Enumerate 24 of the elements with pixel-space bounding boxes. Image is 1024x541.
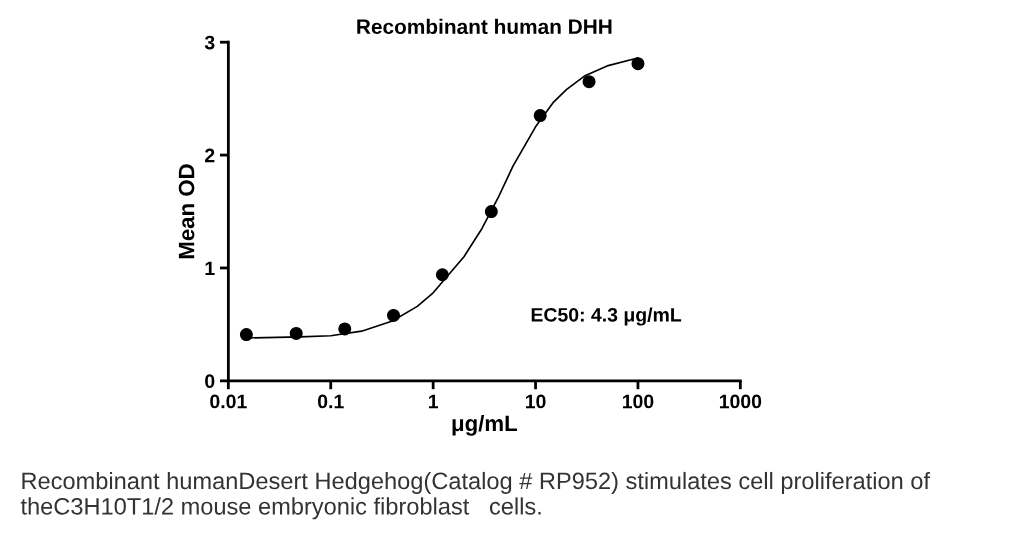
x-tick-label: 1000 [719,394,762,409]
y-tick-label: 3 [204,35,215,50]
point [484,205,498,219]
y-tick-label: 2 [205,148,215,163]
point [631,57,645,71]
point [338,322,352,336]
y-tick-label: 0 [205,374,215,389]
point [386,308,401,322]
x-tick-label: 100 [622,394,654,409]
y-tick-label: 1 [205,261,215,276]
x-tick-label: 0.1 [318,394,344,409]
text: Recombinant humanDesert Hedgehog(Catalog # RP952) stimulates cell proliferation of theC3H10T1/2 mouse embryonic fibroblast cells. [20,471,931,520]
point [289,326,303,340]
chart-title: Recombinant human DHH [357,18,612,35]
x-tick-label: 1 [428,394,439,409]
annotation: EC50: 4.3 μg/mL [531,307,682,326]
x-tick-label: 0.01 [210,394,247,409]
point [533,109,547,123]
point [435,268,449,282]
x-axis-title: μg/mL [452,414,518,436]
point [239,328,253,342]
x-tick-label: 10 [525,394,546,409]
point [582,75,596,89]
y-axis-title: Mean OD [178,164,195,259]
